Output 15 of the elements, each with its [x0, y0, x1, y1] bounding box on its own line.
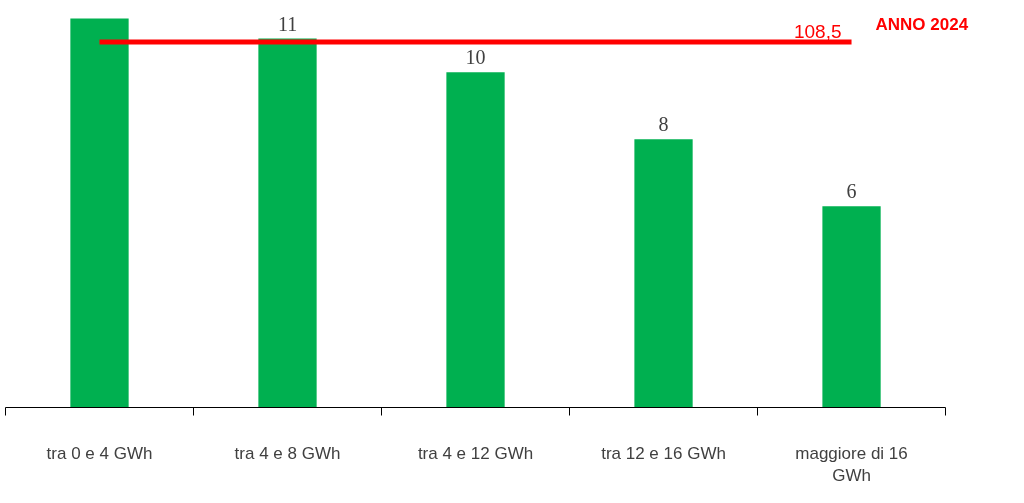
data-label: 6 [846, 180, 857, 203]
x-tick-label: tra 4 e 8 GWh [234, 443, 341, 463]
x-tick-label: tra 0 e 4 GWh [46, 443, 153, 463]
bar [822, 206, 881, 408]
bar [70, 18, 129, 408]
data-label: 11 [277, 12, 298, 35]
data-label: 10 [465, 46, 486, 69]
annotation: 108,5 [793, 20, 842, 42]
x-tick-label: tra 4 e 12 GWh [417, 443, 534, 463]
data-label: 8 [658, 113, 669, 136]
x-tick-label: maggiore di 16 GWh [795, 443, 908, 486]
bar [634, 139, 693, 408]
bar [446, 72, 505, 408]
x-tick-label: tra 12 e 16 GWh [601, 443, 726, 463]
annotation: ANNO 2024 [875, 14, 969, 34]
